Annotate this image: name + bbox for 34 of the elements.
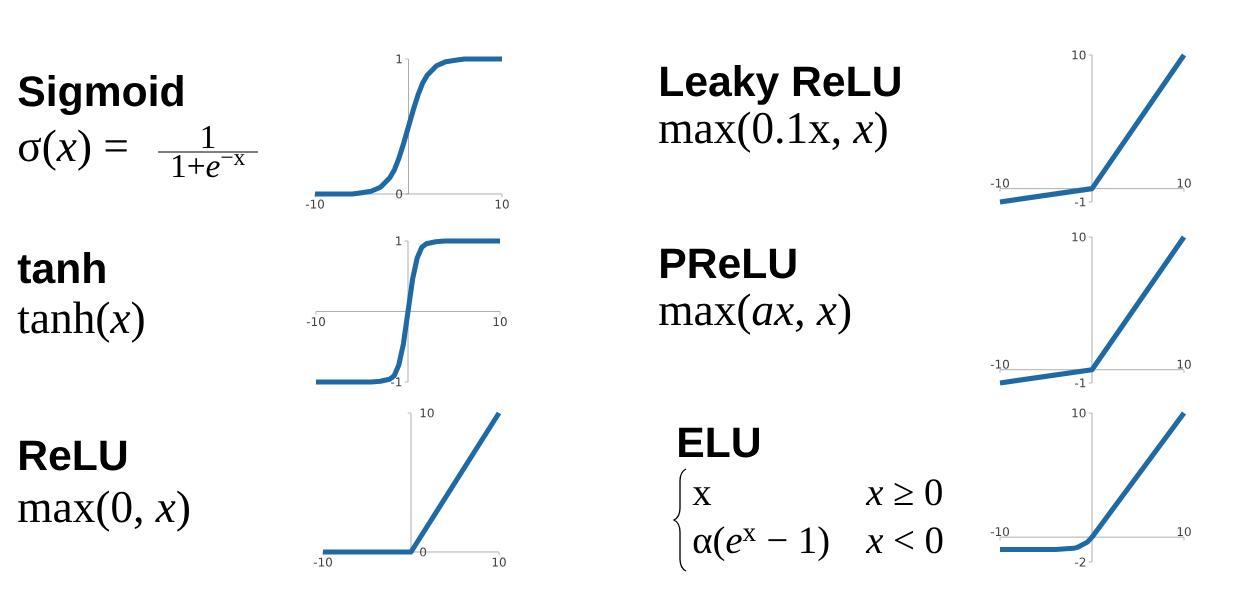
text: α(e$^{x}$ − 1) [693,526,829,562]
text: x ≥ 0 [865,479,942,506]
text: 1 [202,125,215,148]
text: x < 0 [865,527,943,554]
x-tick-label: -10 [313,557,333,567]
chart-title: PReLU [661,248,796,279]
y-tick-label: -2 [1075,557,1086,567]
y-tick-label: 10 [1072,50,1086,60]
y-tick-label: -1 [1075,378,1086,388]
x-tick-label: -10 [306,317,326,327]
text: max(0, x) [18,490,189,532]
chart-title: ReLU [20,440,127,471]
x-tick-label: -10 [990,178,1010,188]
y-tick-label: 1 [396,236,402,246]
chart-title: Sigmoid [18,75,183,116]
x-tick-label: -10 [305,199,325,209]
text: 1+e$^{−x}$ [173,154,245,178]
x-tick-label: -10 [990,527,1010,537]
chart-title: ELU [679,427,760,458]
y-tick-label: -1 [1075,197,1086,207]
y-tick-label: 0 [420,547,427,557]
x-tick-label: -10 [990,359,1010,369]
text: x [692,487,712,505]
text: max(0.1x, x) [659,111,887,153]
text: tanh(x) [17,301,144,343]
y-tick-label: 0 [396,189,403,199]
y-tick-label: 10 [1072,408,1086,418]
y-tick-label: 10 [1072,232,1086,242]
y-tick-label: 1 [396,54,402,64]
text: σ(x) = [19,129,127,171]
chart-title: tanh [17,252,105,284]
text: max(ax, x) [659,293,851,335]
chart-title: Leaky ReLU [661,65,900,105]
y-tick-label: -1 [391,377,402,387]
